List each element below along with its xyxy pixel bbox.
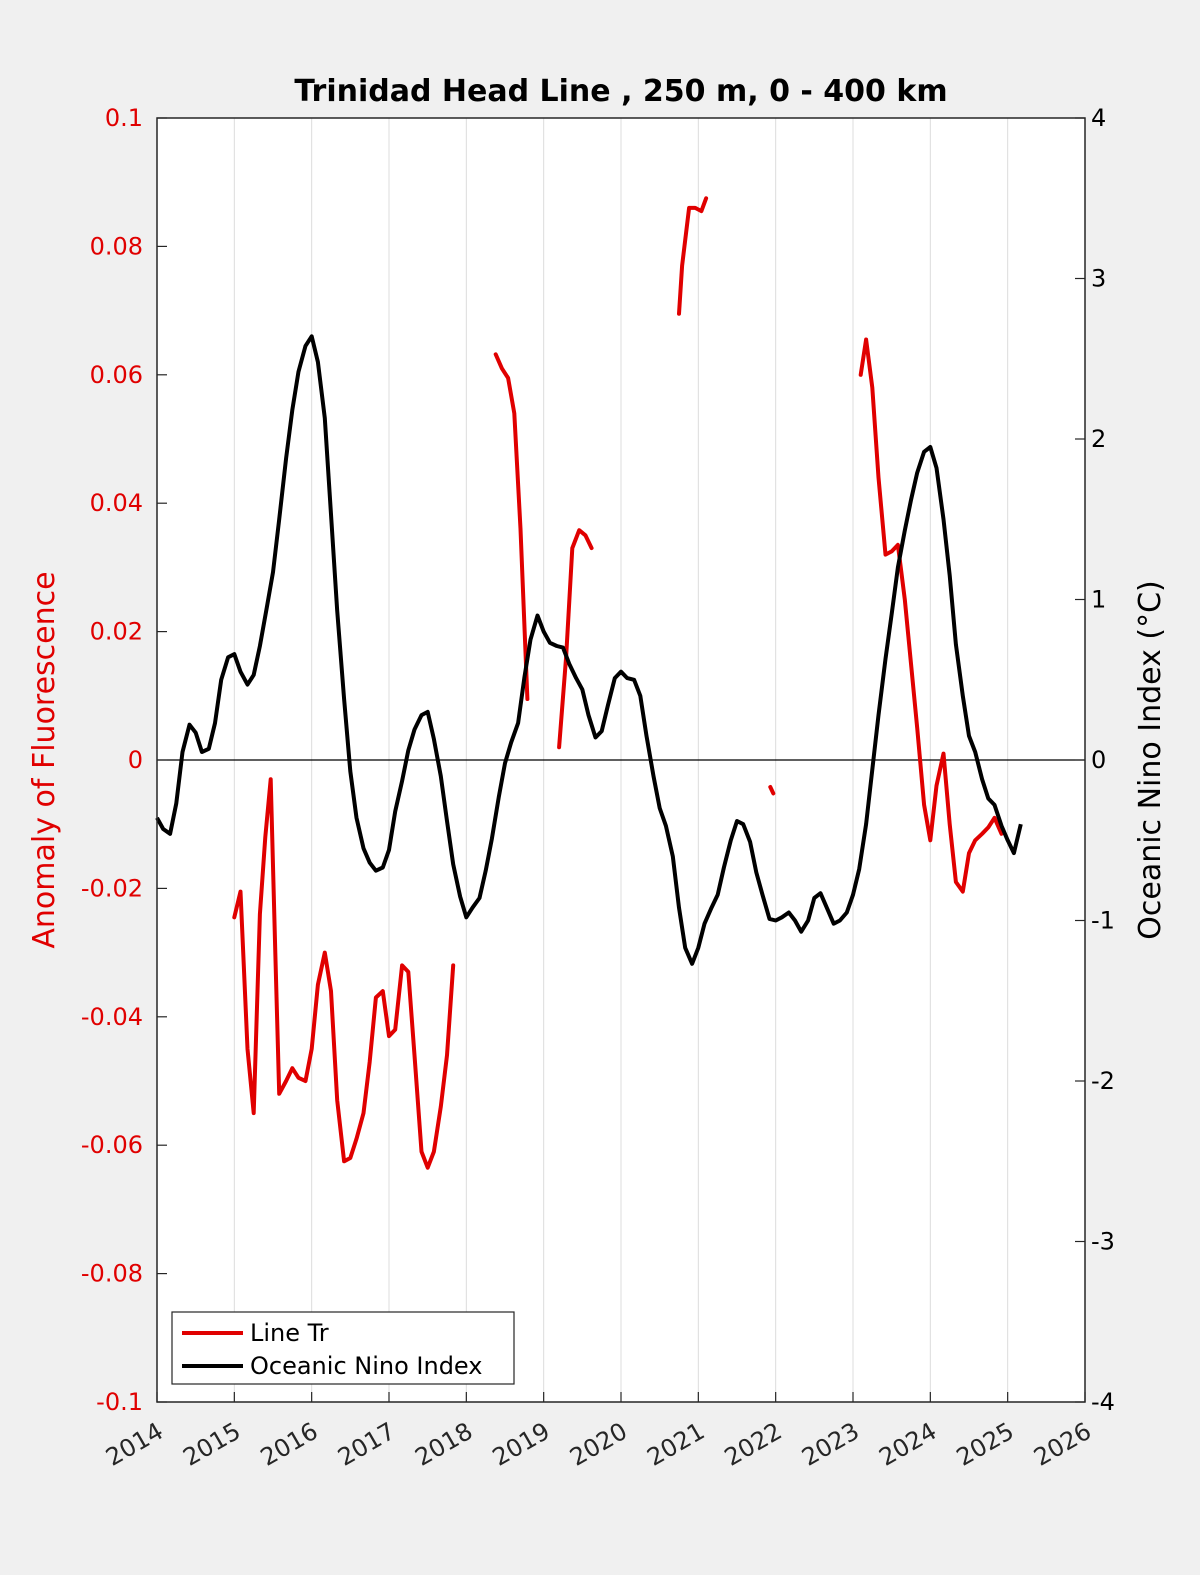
y-right-tick-label: 3 (1091, 265, 1106, 293)
x-tick-label: 2017 (333, 1417, 400, 1472)
series-line-tr-segment-5 (858, 337, 1004, 894)
y-axis-left-label: Anomaly of Fluorescence (27, 571, 62, 948)
legend-box (171, 1311, 515, 1385)
y-left-tick-label: -0.08 (81, 1260, 143, 1288)
y-right-tick-label: -2 (1091, 1067, 1115, 1095)
x-tick-label: 2020 (565, 1417, 632, 1472)
y-right-tick-label: -1 (1091, 907, 1115, 935)
y-right-tick-label: 1 (1091, 586, 1106, 614)
legend-label-line-tr: Line Tr (250, 1319, 329, 1347)
y-right-tick-label: 0 (1091, 746, 1106, 774)
y-left-tick-label: 0.06 (90, 361, 143, 389)
series-line-tr-segment-1 (493, 352, 530, 701)
series-line-tr-segment-3 (677, 196, 709, 316)
chart-title: Trinidad Head Line , 250 m, 0 - 400 km (294, 74, 947, 109)
legend-label-oceanic-nino-index: Oceanic Nino Index (250, 1352, 482, 1380)
y-left-tick-label: 0 (128, 746, 143, 774)
y-left-tick-label: 0.1 (105, 104, 143, 132)
x-tick-label: 2025 (952, 1417, 1019, 1472)
x-tick-label: 2023 (797, 1417, 864, 1472)
x-tick-label: 2016 (256, 1417, 323, 1472)
y-left-tick-label: -0.1 (96, 1388, 143, 1416)
y-axis-right-label: Oceanic Nino Index (°C) (1133, 580, 1168, 940)
y-left-tick-label: 0.04 (90, 489, 143, 517)
series-line-tr-segment-2 (557, 528, 594, 750)
series-oceanic-nino-index (155, 334, 1023, 966)
x-tick-label: 2018 (410, 1417, 477, 1472)
legend: Line Tr Oceanic Nino Index (171, 1311, 515, 1385)
x-tick-label: 2014 (101, 1417, 168, 1472)
y-left-tick-label: 0.02 (90, 618, 143, 646)
y-right-tick-label: -3 (1091, 1228, 1115, 1256)
x-tick-label: 2021 (642, 1417, 709, 1472)
x-tick-label: 2022 (720, 1417, 787, 1472)
y-right-tick-label: 4 (1091, 104, 1106, 132)
y-right-tick-label: 2 (1091, 425, 1106, 453)
series-layer (155, 196, 1023, 1170)
y-left-tick-label: -0.02 (81, 874, 143, 902)
y-right-tick-label: -4 (1091, 1388, 1115, 1416)
x-tick-label: 2019 (488, 1417, 555, 1472)
series-line-tr-segment-4 (768, 785, 776, 796)
x-tick-label: 2015 (178, 1417, 245, 1472)
y-left-tick-label: -0.04 (81, 1003, 143, 1031)
y-left-tick-label: -0.06 (81, 1131, 143, 1159)
x-tick-label: 2026 (1029, 1417, 1096, 1472)
x-tick-label: 2024 (874, 1417, 941, 1472)
y-left-tick-label: 0.08 (90, 232, 143, 260)
series-line-tr-segment-0 (232, 777, 456, 1170)
